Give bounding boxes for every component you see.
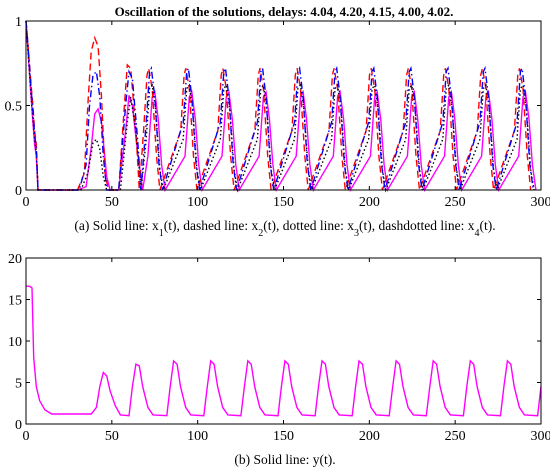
plot-a-area: 0 50 100 150 200 250 300 0 0.5 1 <box>5 15 550 210</box>
caption-part: (b) Solid line: y(t). <box>234 452 335 467</box>
x-tick-label: 300 <box>531 195 550 210</box>
y-tick-label: 0.5 <box>5 100 23 115</box>
x-tick-label: 200 <box>359 195 380 210</box>
series-solid-line <box>26 285 542 417</box>
caption-part: (t), dotted line: x <box>263 218 354 233</box>
series-dashed-line <box>25 20 532 191</box>
x-tick-label: 150 <box>273 429 294 444</box>
x-tick-label: 150 <box>273 195 294 210</box>
caption-subscript: 3 <box>354 228 359 239</box>
x-tick-label: 50 <box>105 195 119 210</box>
x-tick-label: 0 <box>23 429 30 444</box>
caption-part: (t). <box>479 218 495 233</box>
x-tick-label: 100 <box>187 195 208 210</box>
figure-title: Oscillation of the solutions, delays: 4.… <box>115 4 454 19</box>
caption-subscript: 1 <box>159 228 164 239</box>
panel-b: 0 50 100 150 200 250 300 0 5 10 15 20 (b) Solid lin… <box>8 252 550 467</box>
panel-a: 0 50 100 150 200 250 300 0 0.5 1 (a) Solid line: … <box>5 15 550 239</box>
caption-part: (t), dashed line: x <box>164 218 259 233</box>
y-tick-label: 10 <box>8 335 22 350</box>
caption-a: (a) Solid line: x1(t), dashed line: x2(t… <box>74 218 495 239</box>
x-tick-label: 100 <box>187 429 208 444</box>
caption-part: (t), dashdotted line: x <box>359 218 475 233</box>
y-tick-label: 15 <box>8 294 22 309</box>
y-tick-label: 0 <box>15 184 22 199</box>
y-tick-label: 1 <box>15 15 22 30</box>
caption-subscript: 2 <box>258 228 263 239</box>
series-dashdot-line <box>25 20 534 191</box>
axes-frame <box>25 257 542 425</box>
series-solid-line <box>25 20 537 193</box>
caption-subscript: 4 <box>474 228 479 239</box>
x-tick-label: 250 <box>445 429 466 444</box>
axes-frame <box>25 20 542 191</box>
x-tick-label: 300 <box>531 429 550 444</box>
plot-b-area: 0 50 100 150 200 250 300 0 5 10 15 20 <box>8 252 550 444</box>
caption-part: (a) Solid line: x <box>74 218 159 233</box>
x-tick-label: 200 <box>359 429 380 444</box>
y-tick-label: 20 <box>8 252 22 267</box>
y-tick-label: 0 <box>15 418 22 433</box>
x-tick-label: 0 <box>23 195 30 210</box>
caption-b: (b) Solid line: y(t). <box>234 452 335 467</box>
x-tick-label: 50 <box>105 429 119 444</box>
x-tick-label: 250 <box>445 195 466 210</box>
y-tick-label: 5 <box>15 377 22 392</box>
